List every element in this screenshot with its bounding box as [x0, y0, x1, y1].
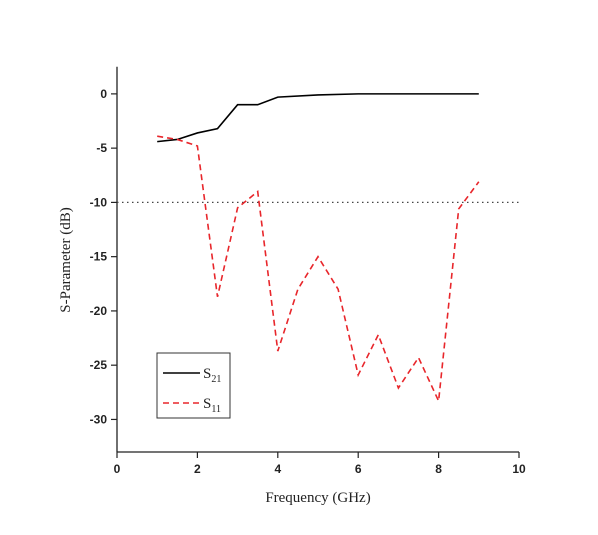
x-tick-label: 8	[435, 462, 442, 476]
x-tick-label: 4	[274, 462, 281, 476]
y-tick-label: -15	[90, 250, 108, 264]
y-tick-label: -10	[90, 195, 108, 209]
y-tick-label: -5	[96, 141, 107, 155]
y-tick-label: -20	[90, 304, 108, 318]
x-tick-label: 10	[512, 462, 526, 476]
y-axis-title: S-Parameter (dB)	[58, 207, 74, 312]
y-tick-label: -25	[90, 358, 108, 372]
legend-box	[156, 352, 231, 419]
y-tick-label: -30	[90, 412, 108, 426]
series-line	[157, 135, 480, 404]
y-tick-label: 0	[100, 87, 107, 101]
x-tick-label: 6	[355, 462, 362, 476]
x-axis-title: Frequency (GHz)	[265, 490, 370, 506]
series-line	[157, 93, 479, 143]
x-tick-label: 0	[114, 462, 121, 476]
x-tick-label: 2	[194, 462, 201, 476]
